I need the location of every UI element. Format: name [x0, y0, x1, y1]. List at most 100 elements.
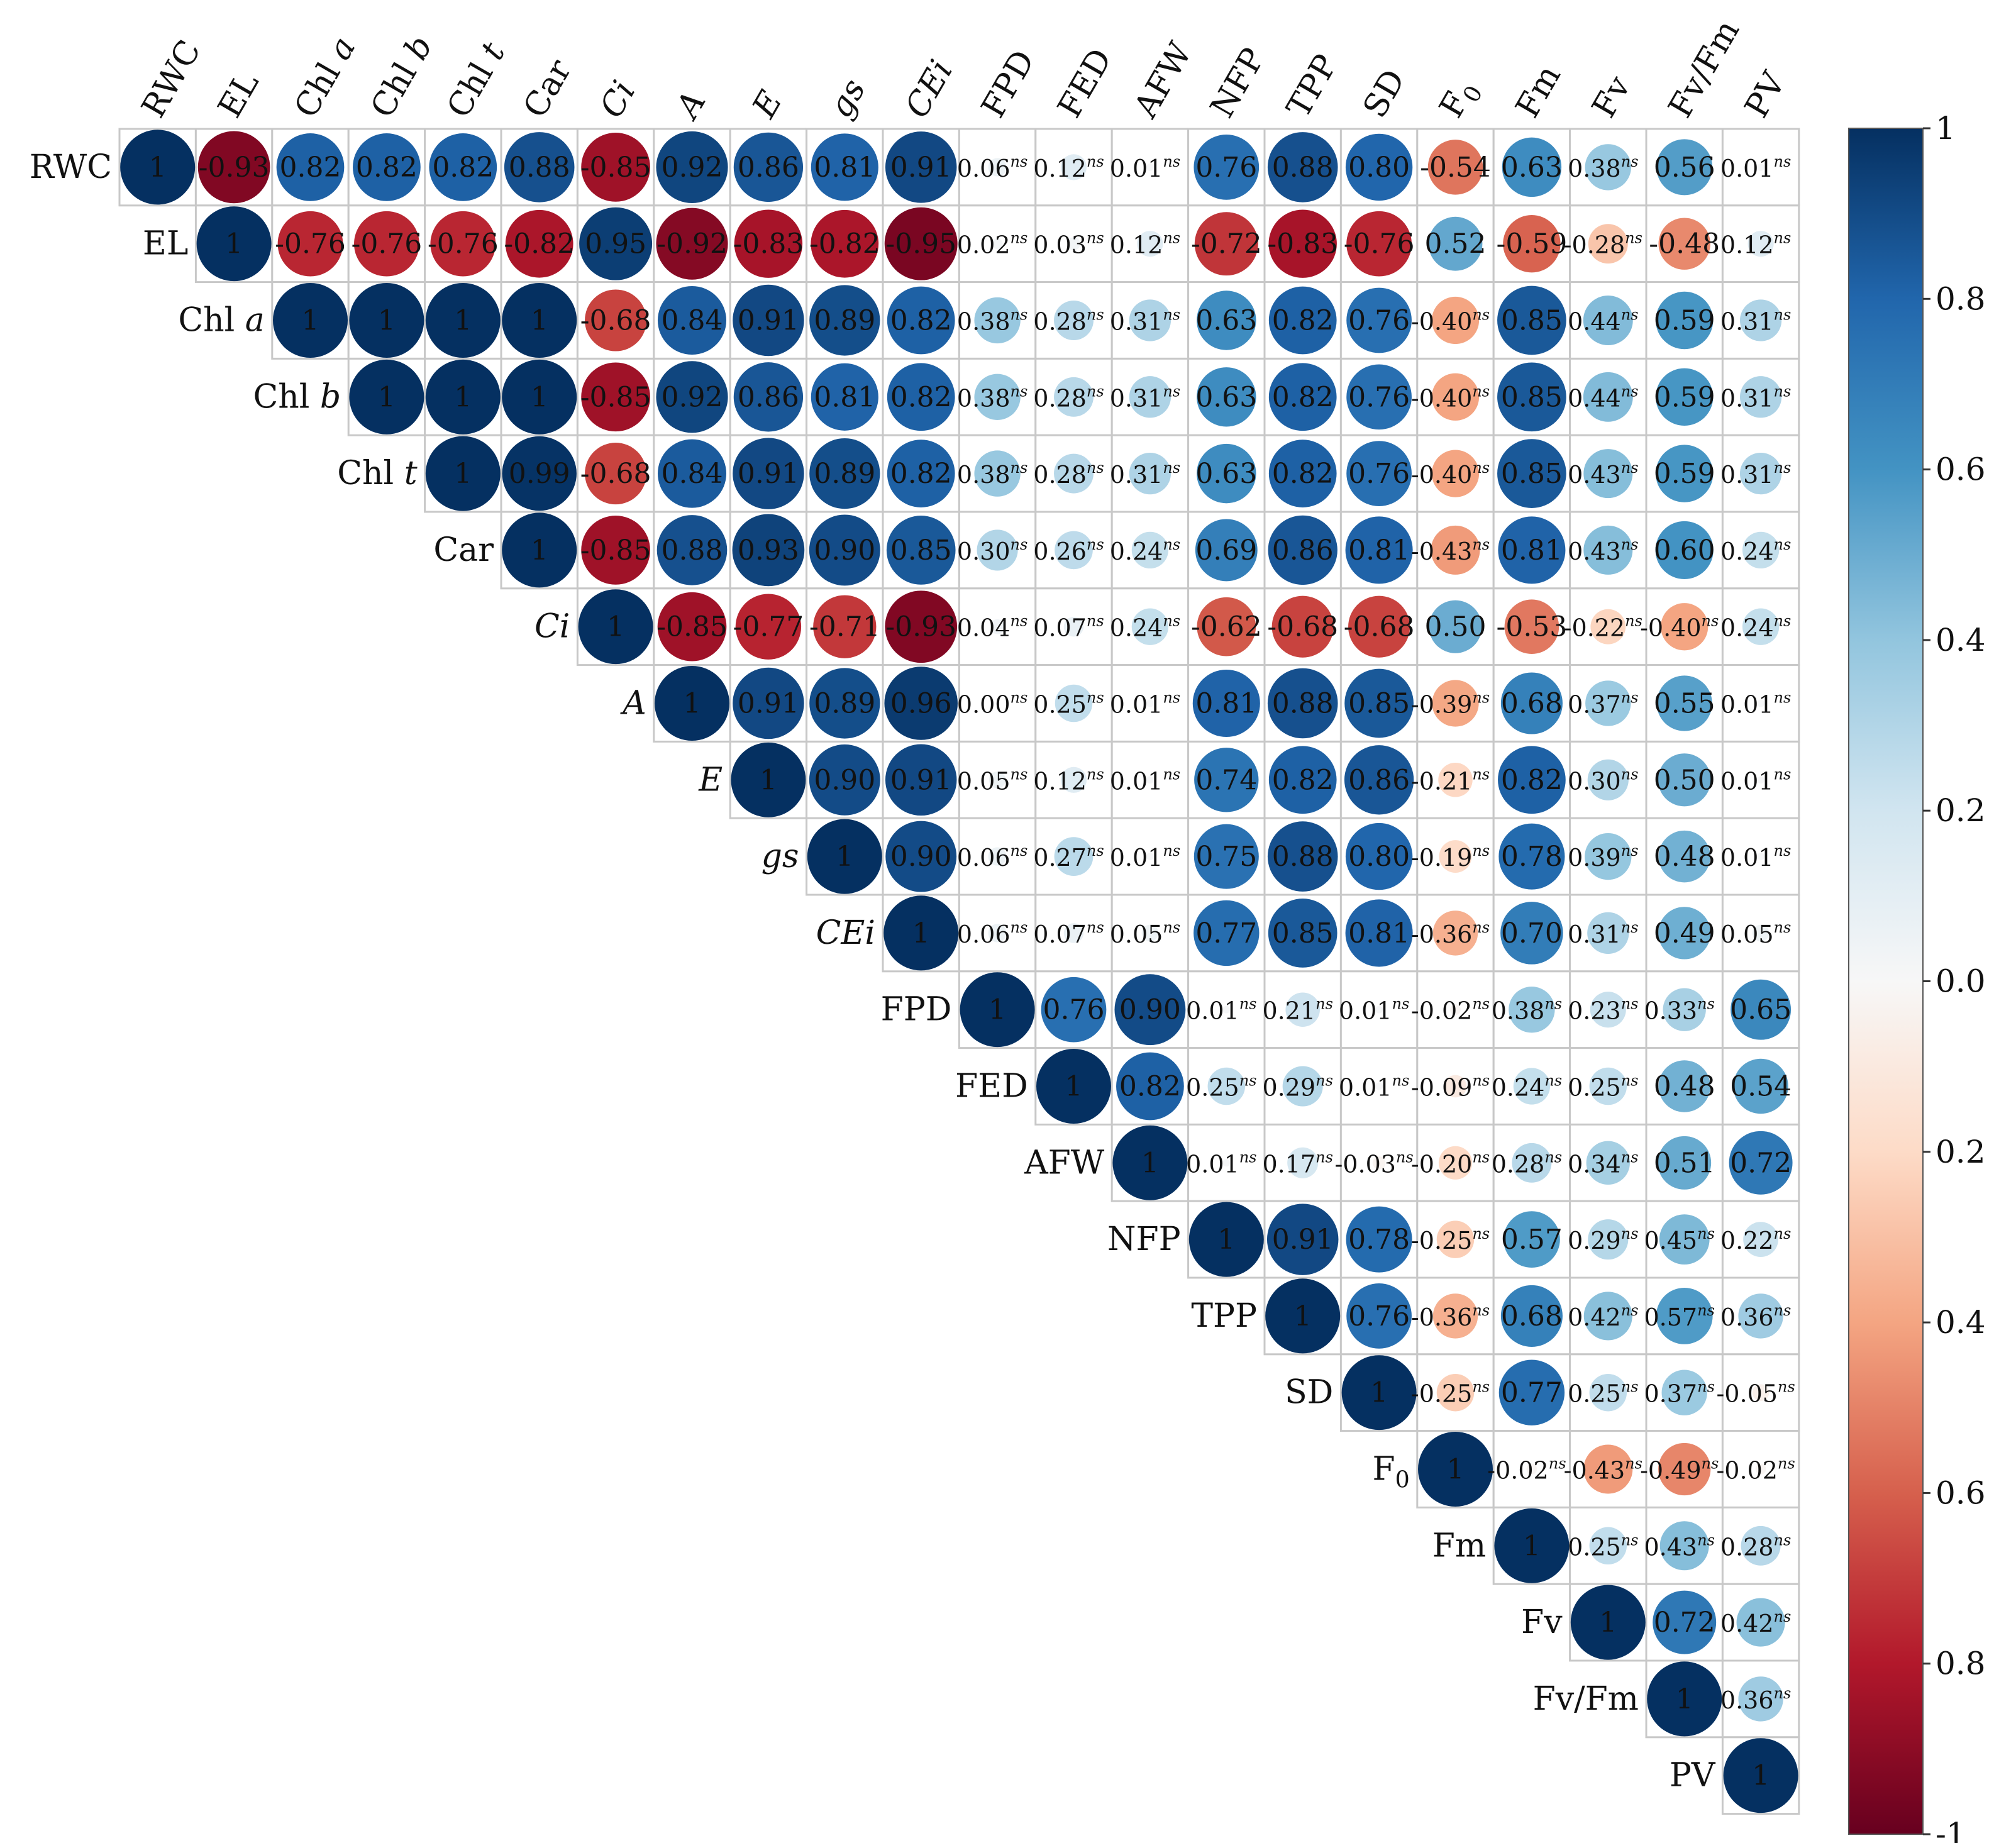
correlation-value-label: 1 [531, 305, 548, 337]
correlation-circle [809, 744, 880, 816]
correlation-circle [885, 590, 958, 663]
column-label: gs [822, 73, 873, 125]
correlation-circle [502, 359, 577, 434]
correlation-value-label: 0.95 [585, 228, 646, 260]
correlation-circle [425, 283, 501, 358]
correlation-value-label: -0.43ns [1411, 536, 1490, 565]
correlation-circle [1733, 1058, 1788, 1114]
correlation-circle [1268, 746, 1337, 814]
colorbar-tick-label: -1 [1936, 1816, 1966, 1843]
correlation-circle [1438, 763, 1473, 797]
column-label: F0 [1432, 73, 1488, 126]
correlation-circle [1658, 1442, 1711, 1496]
correlation-value-label: 0.85 [1348, 688, 1410, 720]
correlation-value-label: 0.65 [1730, 994, 1792, 1026]
correlation-value-label: 0.24ns [1110, 612, 1180, 642]
row-label: Fv [1521, 1603, 1563, 1641]
correlation-value-label: 0.01ns [1110, 689, 1180, 719]
correlation-value-label: -0.54 [1420, 152, 1491, 184]
correlation-circle [1498, 1359, 1565, 1425]
correlation-value-label: 0.31ns [1568, 919, 1638, 948]
matrix-cell [1110, 894, 1190, 973]
correlation-circle [884, 207, 958, 280]
correlation-circle [430, 211, 496, 277]
correlation-circle [1188, 1202, 1264, 1277]
correlation-circle [1444, 1075, 1467, 1098]
correlation-value-label: 0.91 [1272, 1224, 1334, 1256]
correlation-value-label: 0.82 [1119, 1071, 1181, 1103]
correlation-value-label: 0.90 [890, 841, 952, 873]
column-label: Chl b [363, 29, 440, 124]
correlation-value-label: 0.82 [432, 152, 494, 184]
correlation-circle [1757, 853, 1765, 861]
correlation-value-label: 0.12ns [1033, 153, 1104, 182]
correlation-value-label: 0.43ns [1568, 459, 1638, 489]
correlation-circle [887, 363, 955, 431]
correlation-circle [733, 132, 804, 202]
correlation-value-label: 1 [225, 228, 243, 260]
correlation-value-label: 0.78 [1348, 1224, 1410, 1256]
correlation-value-label: 1 [684, 688, 701, 720]
correlation-value-label: 0.56 [1654, 152, 1715, 184]
correlation-value-label: 0.00ns [957, 689, 1027, 719]
correlation-circle [1738, 1676, 1783, 1722]
correlation-circle [1265, 1278, 1341, 1354]
correlation-value-label: 0.01ns [1339, 1072, 1409, 1102]
correlation-value-label: -0.09ns [1411, 1072, 1490, 1102]
correlation-circle [1431, 450, 1480, 497]
correlation-value-label: -0.92 [656, 228, 728, 260]
correlation-circle [1570, 1585, 1646, 1660]
correlation-circle [885, 821, 957, 892]
correlation-circle [1731, 979, 1792, 1040]
correlation-circle [732, 514, 805, 587]
correlation-value-label: 0.92 [662, 152, 723, 184]
row-label: Chl t [337, 455, 417, 492]
correlation-circle [1054, 453, 1094, 494]
correlation-value-label: 0.21ns [1263, 995, 1333, 1025]
correlation-value-label: 0.38ns [1492, 995, 1562, 1025]
correlation-value-label: -0.53 [1496, 611, 1567, 643]
correlation-circle [425, 359, 501, 434]
correlation-circle [1757, 699, 1765, 707]
correlation-circle [1268, 363, 1337, 431]
correlation-circle [1194, 135, 1260, 200]
correlation-circle [1747, 231, 1774, 257]
correlation-circle [1063, 616, 1084, 637]
correlation-value-label: -0.71 [809, 611, 880, 643]
correlation-value-label: 0.57ns [1644, 1302, 1715, 1331]
correlation-circle [1498, 516, 1566, 584]
correlation-value-label: 0.22ns [1720, 1225, 1791, 1254]
correlation-value-label: -0.85 [656, 611, 728, 643]
correlation-circle [1285, 992, 1320, 1027]
correlation-circle [1658, 1060, 1710, 1112]
row-labels: RWC EL Chl a Chl b Chl t Car Ci A Egs CEi FPD FED AF… [30, 148, 1716, 1795]
correlation-circle [1743, 1222, 1779, 1258]
correlation-circle [1497, 362, 1566, 432]
correlation-circle [1141, 924, 1159, 942]
correlation-value-label: 0.72 [1730, 1147, 1792, 1179]
correlation-circle [1739, 376, 1782, 418]
correlation-circle [504, 132, 575, 202]
correlation-value-label: 0.85 [1501, 458, 1563, 490]
correlation-circle [733, 438, 804, 509]
correlation-circle [1432, 910, 1478, 956]
correlation-value-label: 0.90 [814, 534, 875, 567]
correlation-value-label: 0.88 [1272, 152, 1334, 184]
correlation-value-label: 0.82 [890, 381, 952, 413]
row-label: gs [762, 838, 799, 875]
correlation-circle [1114, 974, 1186, 1046]
correlation-value-label: 0.88 [509, 152, 570, 184]
correlation-value-label: 0.84 [662, 458, 723, 490]
correlation-circle [425, 436, 501, 511]
correlation-value-label: 0.82 [1272, 458, 1334, 490]
correlation-value-label: -0.59 [1496, 228, 1567, 260]
correlation-circle [349, 283, 424, 358]
correlation-value-label: 0.82 [890, 305, 952, 337]
correlation-value-label: 0.24ns [1720, 536, 1791, 565]
correlation-circle [1526, 1464, 1537, 1475]
correlation-value-label: 0.01ns [1339, 995, 1409, 1025]
column-label: RWC [135, 34, 209, 125]
correlation-circle [1194, 824, 1259, 889]
correlation-circle [1268, 899, 1338, 968]
correlation-circle [1586, 1141, 1630, 1185]
